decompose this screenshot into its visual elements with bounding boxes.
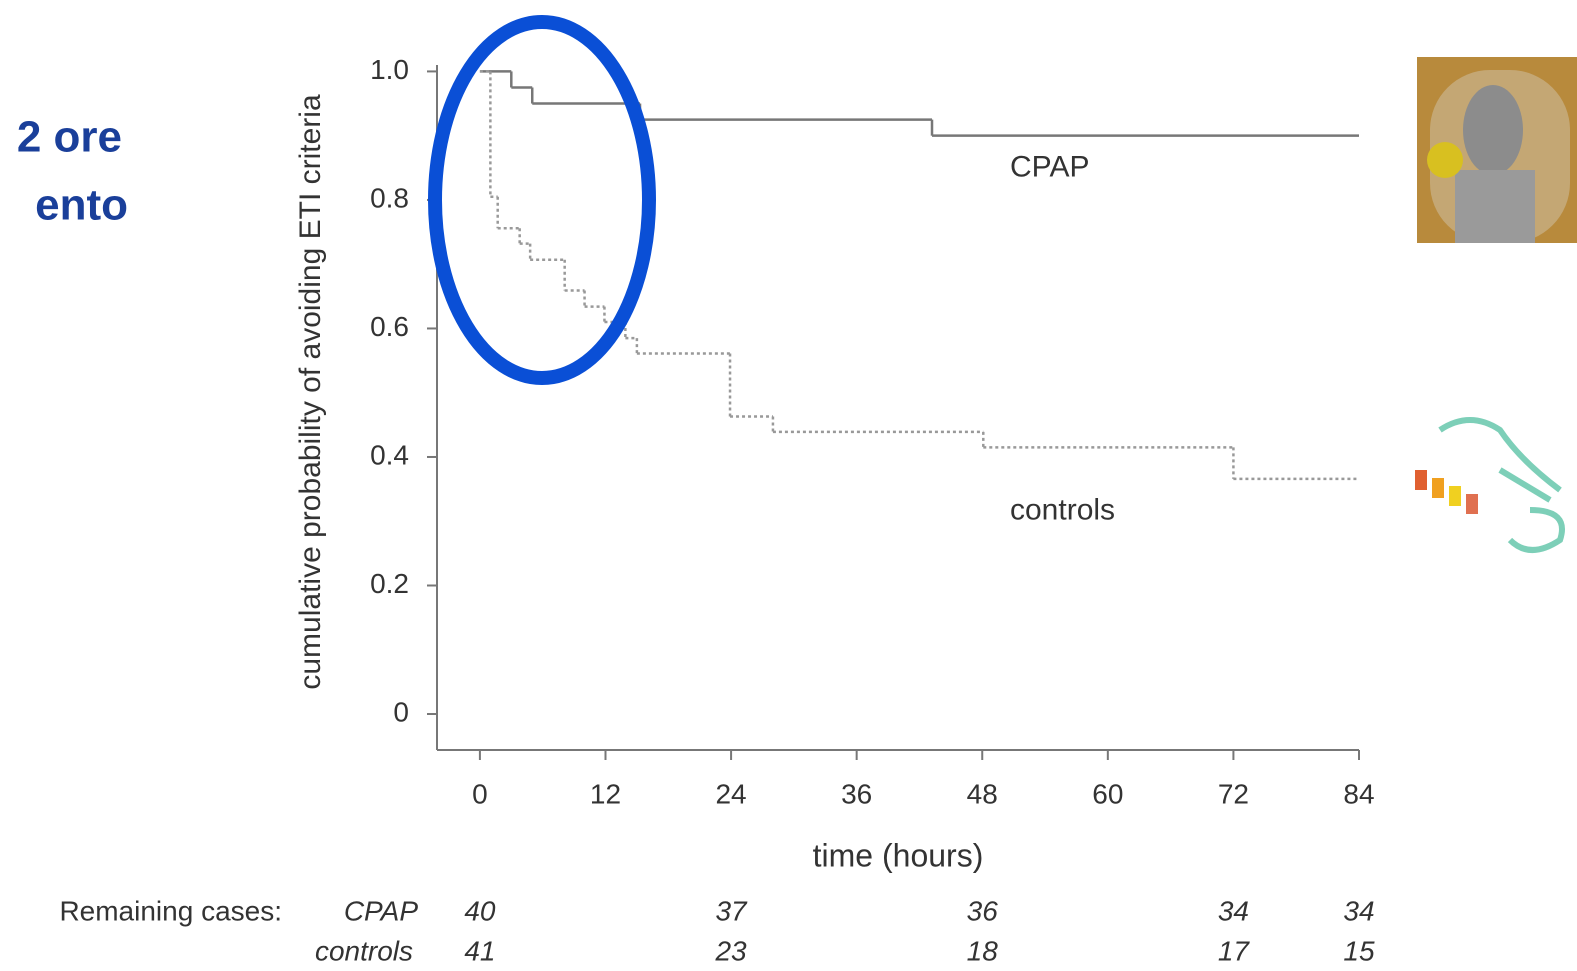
series-label: CPAP [1010, 151, 1089, 184]
x-axis-label: time (hours) [813, 837, 984, 873]
slide-title: ento [35, 181, 128, 230]
series-label: controls [1010, 494, 1115, 527]
helmet-photo [1417, 57, 1577, 243]
x-tick-label: 12 [590, 778, 621, 809]
y-tick-label: 0.4 [370, 439, 409, 470]
mask-photo [1415, 417, 1565, 553]
x-tick-label: 48 [967, 778, 998, 809]
table-count: 34 [1218, 895, 1249, 926]
table-count: 18 [967, 935, 999, 966]
table-count: 23 [714, 935, 747, 966]
table-row-name: controls [315, 935, 413, 966]
y-axis-label: cumulative probability of avoiding ETI c… [294, 94, 327, 690]
x-tick-label: 0 [472, 778, 488, 809]
table-count: 41 [464, 935, 495, 966]
x-tick-label: 72 [1218, 778, 1249, 809]
table-count: 36 [967, 895, 999, 926]
table-count: 15 [1343, 935, 1375, 966]
x-tick-label: 84 [1343, 778, 1374, 809]
y-tick-label: 0.2 [370, 568, 409, 599]
y-tick-label: 0.8 [370, 182, 409, 213]
table-row-name: CPAP [344, 895, 418, 926]
x-tick-label: 24 [715, 778, 746, 809]
table-label: Remaining cases: [59, 895, 282, 926]
table-count: 34 [1343, 895, 1374, 926]
slide-title: 2 ore [17, 113, 122, 162]
x-tick-label: 60 [1092, 778, 1123, 809]
table-count: 37 [715, 895, 748, 926]
y-tick-label: 1.0 [370, 54, 409, 85]
x-tick-label: 36 [841, 778, 872, 809]
y-tick-label: 0.6 [370, 311, 409, 342]
table-count: 40 [464, 895, 496, 926]
table-count: 17 [1218, 935, 1251, 966]
y-tick-label: 0 [393, 696, 409, 727]
highlight-ellipse [428, 15, 656, 385]
